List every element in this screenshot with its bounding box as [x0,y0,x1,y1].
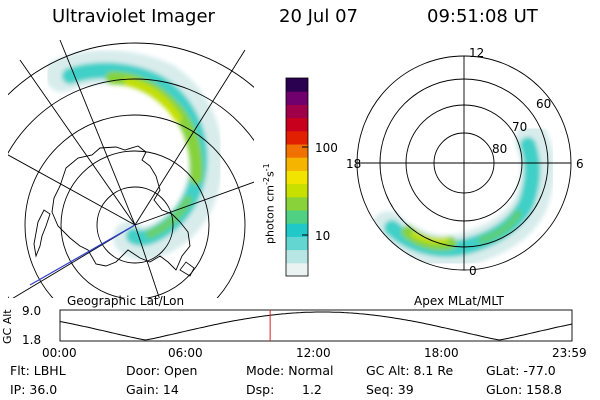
colorbar [285,77,309,277]
antarctica-coastline [51,145,191,271]
date-label: 20 Jul 07 [279,6,358,27]
timeline-xtick-1200: 12:00 [296,346,331,360]
colorbar-stop [286,249,308,264]
colorbar-tick-10: 10 [315,229,331,243]
colorbar-stop [286,210,308,224]
geographic-map [8,40,254,298]
colorbar-stop [286,130,308,145]
colorbar-stop [286,91,308,105]
glat-status: GLat: -77.0 [486,363,556,378]
left-panel-caption: Geographic Lat/Lon [67,294,185,308]
door-status: Door: Open [126,363,198,378]
timeline-ylabel: GC Alt [1,309,14,344]
colorbar-stop [286,236,308,251]
gain-status: Gain: 14 [126,382,179,397]
dsp-label: Dsp: [246,382,275,397]
time-label: 09:51:08 UT [427,6,538,27]
mlat-grid [356,55,572,271]
timeline-xtick-1800: 18:00 [424,346,459,360]
magnetic-map [371,123,555,269]
mlat-label-80: 80 [492,142,508,156]
aurora-emission-left [45,50,223,260]
timeline-xtick-0000: 00:00 [42,346,77,360]
colorbar-stop [286,223,308,237]
colorbar-stop [286,104,308,119]
timeline-frame [59,309,573,342]
mlt-label-12: 12 [469,46,485,60]
colorbar-stop [286,183,308,198]
colorbar-stop [286,157,308,171]
right-panel-caption: Apex MLat/MLT [414,294,504,308]
ip-status: IP: 36.0 [10,382,58,397]
timeline-ytick-9: 9.0 [22,304,42,318]
terminator-line [29,224,136,286]
lat-circles [8,42,254,298]
mlt-label-6: 6 [576,157,584,171]
colorbar-stop [286,262,308,277]
mlat-label-60: 60 [536,97,552,111]
mlat-label-70: 70 [512,120,528,134]
aurora-emission-right [371,123,555,269]
mode-status: Mode: Normal [246,363,334,378]
colorbar-tick-100: 100 [315,141,338,155]
orbit-altitude-curve [59,311,573,341]
filter-status: Flt: LBHL [10,363,66,378]
colorbar-stop [286,170,308,185]
instrument-title: Ultraviolet Imager [52,6,215,27]
mlt-label-18: 18 [346,157,362,171]
mlt-label-0: 0 [469,264,477,278]
gc-alt-status: GC Alt: 8.1 Re [366,363,454,378]
colorbar-stop [286,117,308,132]
timeline-ytick-1-8: 1.8 [22,333,42,347]
dsp-value: 1.2 [302,382,322,397]
timeline-xtick-0600: 06:00 [168,346,203,360]
colorbar-stop [286,78,308,92]
glon-status: GLon: 158.8 [486,382,562,397]
seq-status: Seq: 39 [366,382,414,397]
timeline-xtick-2359: 23:59 [552,346,587,360]
colorbar-stop [286,196,308,211]
